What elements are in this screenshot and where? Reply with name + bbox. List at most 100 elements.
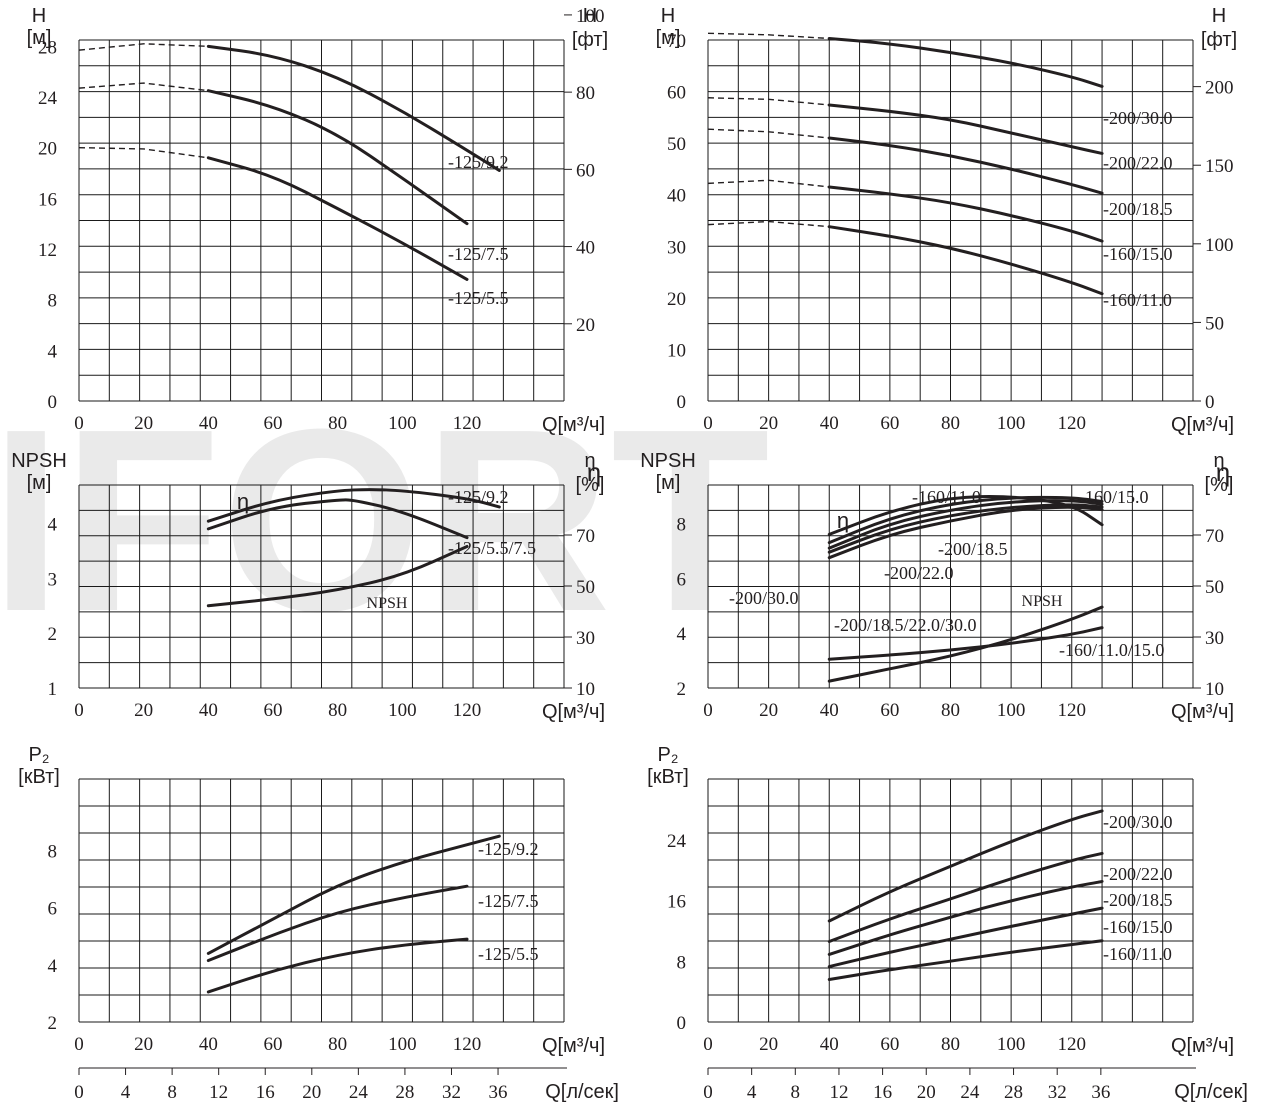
series-label: -125/9.2 xyxy=(448,487,509,507)
x-tick-label: 0 xyxy=(703,700,713,721)
x-tick-label: 120 xyxy=(1058,700,1087,721)
series-label: -125/5.5 xyxy=(448,288,509,308)
y2-tick-label: 70 xyxy=(1205,526,1224,547)
y-tick-label: 0 xyxy=(677,392,687,413)
y-tick-label: 16 xyxy=(38,189,57,210)
x-tick-label: 60 xyxy=(264,700,283,721)
eta-symbol: η xyxy=(1216,457,1230,487)
y-tick-label: 2 xyxy=(48,1013,58,1034)
x-tick-label: 100 xyxy=(997,1034,1026,1055)
chart-npsh-eff-125: 0 20 40 60 80 100 1201234Q[м³/ч]NPSH[м]η[%]103… xyxy=(11,450,605,723)
series-line xyxy=(206,156,469,281)
series-label: -160/11.0 xyxy=(1103,944,1172,964)
y-axis-unit: [м] xyxy=(656,27,681,49)
series--125/5.5: -125/5.5 xyxy=(78,146,509,308)
y-tick-label: 2 xyxy=(677,679,687,700)
series--200/18.5: -200/18.5 xyxy=(707,128,1173,219)
series-line xyxy=(206,884,469,963)
x2-tick-label: 12 xyxy=(829,1082,848,1103)
series-label: -160/11.0/15.0 xyxy=(1059,640,1164,660)
y2-tick-label: 10 xyxy=(576,679,595,700)
y-tick-label: 6 xyxy=(677,569,687,590)
series-line xyxy=(827,495,1104,536)
series-label: -200/30.0 xyxy=(1103,812,1173,832)
y-tick-label: 20 xyxy=(667,289,686,310)
y2-axis-unit: [%] xyxy=(1205,474,1234,496)
y-axis-unit: [кВт] xyxy=(647,766,689,788)
y-tick-label: 2 xyxy=(48,624,58,645)
y-axis-unit: [м] xyxy=(27,472,52,494)
y-tick-label: 8 xyxy=(48,291,58,312)
y-tick-label: 12 xyxy=(38,240,57,261)
x2-tick-label: 12 xyxy=(209,1082,228,1103)
y2-axis-unit: [фт] xyxy=(572,29,608,51)
x-tick-label: 40 xyxy=(199,700,218,721)
series-dashed-line xyxy=(707,179,830,188)
series-line xyxy=(827,136,1104,195)
x2-tick-label: 4 xyxy=(121,1082,131,1103)
series-line xyxy=(206,89,469,226)
x2-tick-label: 24 xyxy=(960,1082,980,1103)
chart-head-125: 0 20 40 60 80 100 1200481216202428Q[м³/ч]H[м]H… xyxy=(27,5,609,436)
series-label: -160/15.0 xyxy=(1103,917,1173,937)
y-axis-symbol: P₂ xyxy=(657,744,678,766)
series-line xyxy=(827,225,1104,296)
x-tick-label: 120 xyxy=(453,700,482,721)
series-label: -200/22.0 xyxy=(1103,864,1173,884)
series-label: -200/30.0 xyxy=(729,588,799,608)
y2-tick-label: 40 xyxy=(576,238,595,259)
series-label: -160/11.0 xyxy=(1103,290,1172,310)
y-axis-unit: [м] xyxy=(656,472,681,494)
x-tick-label: 100 xyxy=(388,413,417,434)
x2-tick-label: 8 xyxy=(167,1082,177,1103)
series-label: -200/18.5 xyxy=(1103,890,1173,910)
series--125/5.5/7.5: -125/5.5/7.5 xyxy=(206,498,536,558)
x-tick-label: 60 xyxy=(264,413,283,434)
series-line xyxy=(827,505,1104,560)
grid xyxy=(78,484,565,689)
series--125/9.2: -125/9.2 xyxy=(78,43,509,172)
y2-tick-label: 50 xyxy=(1205,313,1224,334)
y2-tick-label: 100 xyxy=(576,6,605,27)
series-line xyxy=(827,499,1104,550)
series--200/22.0: -200/22.0 xyxy=(827,503,1104,583)
series-line xyxy=(827,495,1104,545)
series-label: -160/15.0 xyxy=(1103,244,1173,264)
y2-tick-label: 60 xyxy=(576,160,595,181)
x2-tick-label: 28 xyxy=(1004,1082,1023,1103)
series-line xyxy=(827,939,1104,981)
x2-tick-label: 8 xyxy=(791,1082,801,1103)
x-tick-label: 100 xyxy=(997,413,1026,434)
y-tick-label: 24 xyxy=(38,88,58,109)
grid xyxy=(78,778,565,1023)
grid xyxy=(707,778,1194,1023)
y2-axis-symbol: H xyxy=(1212,5,1226,27)
y-tick-label: 28 xyxy=(38,37,57,58)
y2-tick-label: 0 xyxy=(1205,392,1215,413)
x-tick-label: 60 xyxy=(880,700,899,721)
x-tick-label: 60 xyxy=(880,1034,899,1055)
x-tick-label: 80 xyxy=(328,1034,347,1055)
y-tick-label: 1 xyxy=(48,679,58,700)
npsh-curve-label: NPSH xyxy=(1022,593,1063,610)
y-tick-label: 70 xyxy=(667,31,686,52)
series-label: -200/22.0 xyxy=(1103,153,1173,173)
x-tick-label: 0 xyxy=(703,1034,713,1055)
y-tick-label: 50 xyxy=(667,134,686,155)
x2-tick-label: 36 xyxy=(489,1082,508,1103)
y2-tick-label: 30 xyxy=(1205,628,1224,649)
x2-tick-label: 20 xyxy=(917,1082,936,1103)
x2-tick-label: 16 xyxy=(873,1082,892,1103)
y2-tick-label: 70 xyxy=(576,526,595,547)
series-label: -200/18.5 xyxy=(938,539,1008,559)
y2-tick-label: 50 xyxy=(576,577,595,598)
series-label: -125/7.5 xyxy=(478,891,539,911)
series--160/11.0/15.0: -160/11.0/15.0 xyxy=(827,626,1164,661)
x-tick-label: 0 xyxy=(74,1034,84,1055)
x2-tick-label: 24 xyxy=(349,1082,369,1103)
series-label: -200/18.5 xyxy=(1103,199,1173,219)
series-line xyxy=(206,544,469,608)
series-dashed-line xyxy=(707,128,830,139)
